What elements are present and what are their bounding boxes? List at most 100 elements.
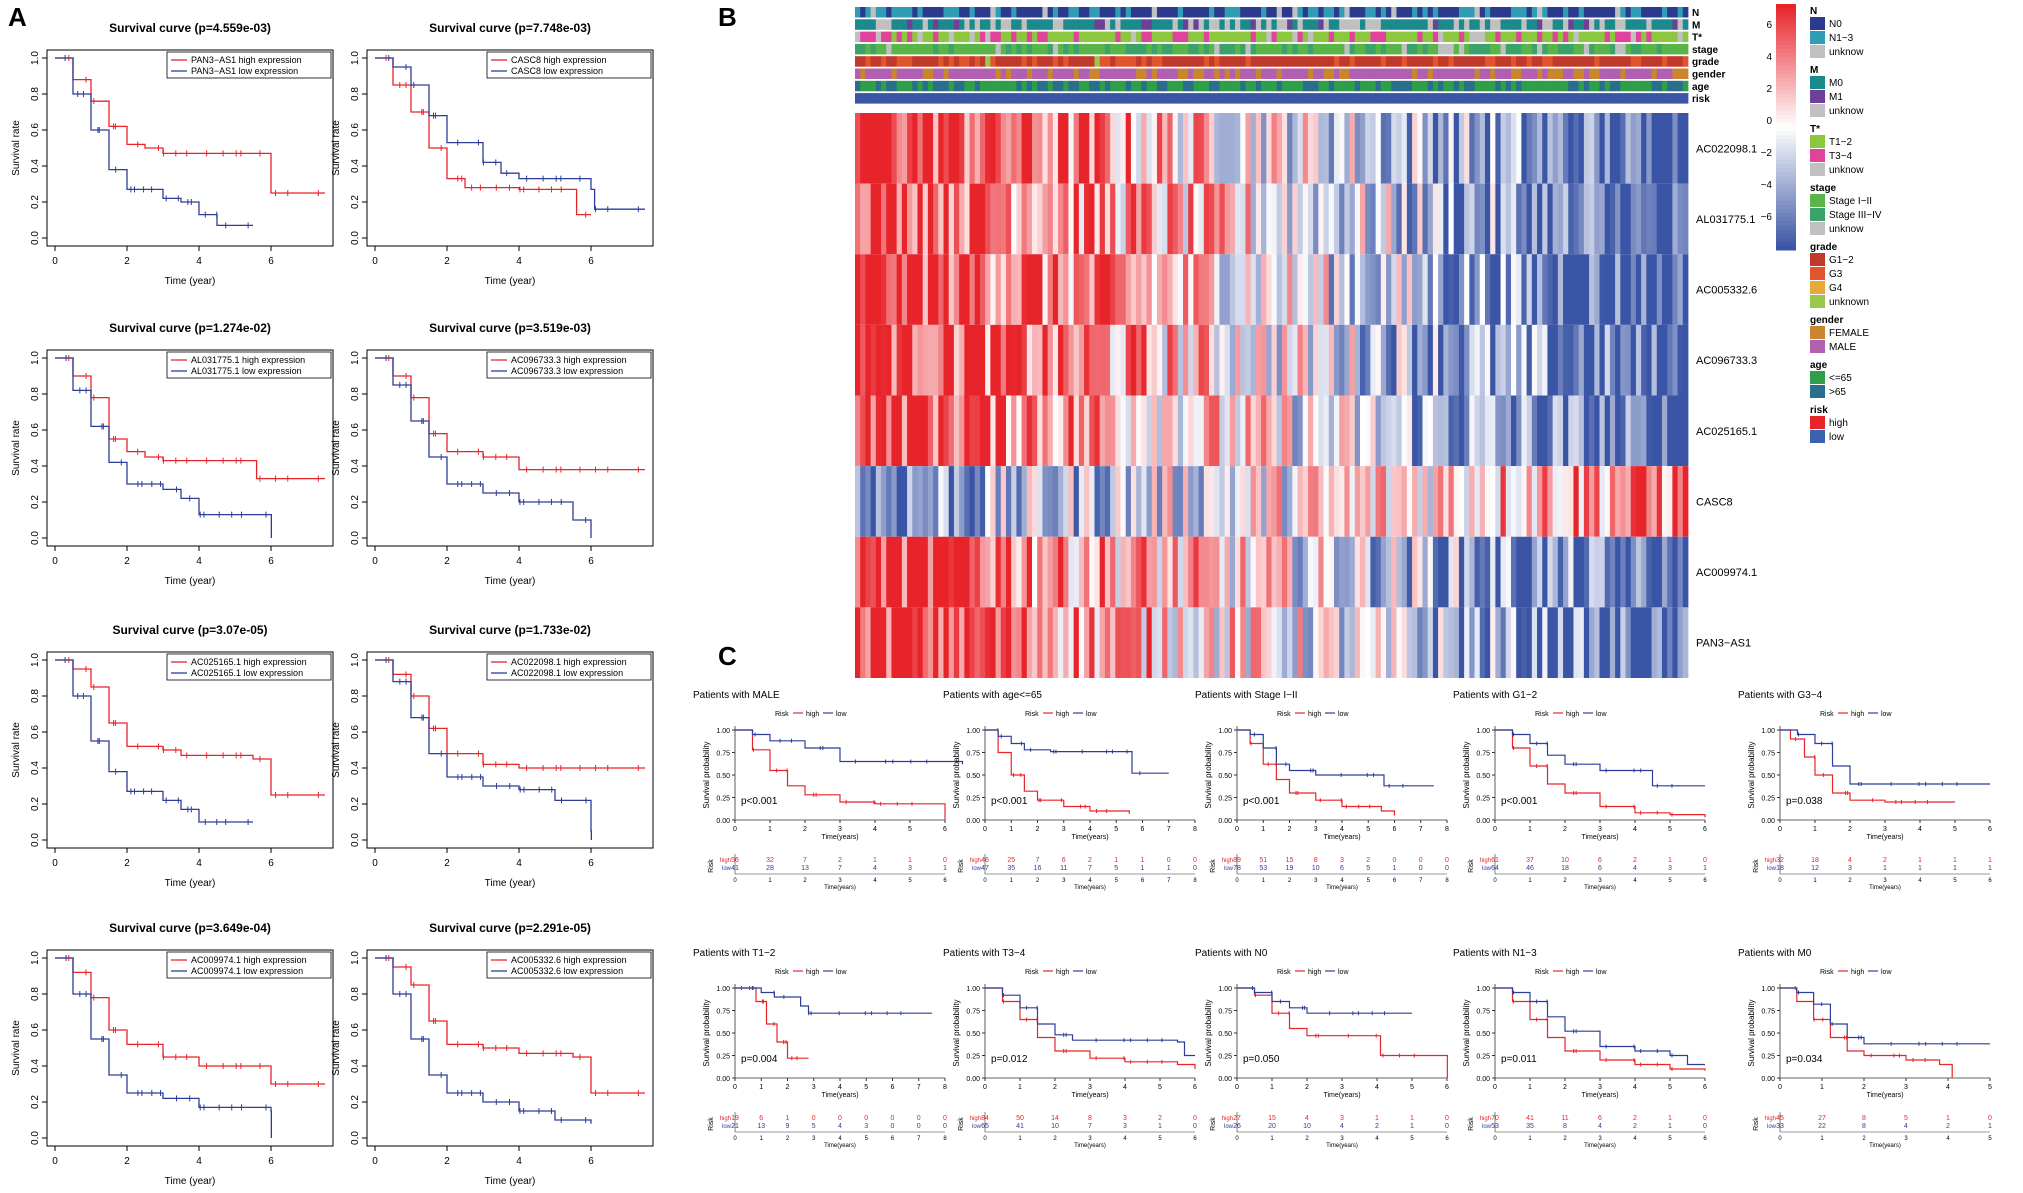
heatmap-cell xyxy=(1542,607,1548,678)
annotation-cell xyxy=(1646,80,1652,92)
heatmap-cell xyxy=(917,395,924,467)
legend-item-label: Stage III−IV xyxy=(1829,210,1882,221)
annotation-cell xyxy=(865,7,872,18)
y-tick-label: 1.0 xyxy=(350,351,361,365)
annotation-cell xyxy=(1495,19,1501,30)
annotation-cell xyxy=(891,93,898,104)
annotation-cell xyxy=(1094,93,1101,104)
annotation-label: M xyxy=(1692,20,1700,31)
annotation-cell xyxy=(917,56,924,67)
risk-table-x-label: Time(years) xyxy=(824,885,856,891)
gene-label: AC096733.3 xyxy=(1696,355,1757,367)
annotation-cell xyxy=(1146,68,1153,79)
annotation-cell xyxy=(1412,19,1418,30)
heatmap-cell xyxy=(1370,183,1377,255)
annotation-cell xyxy=(1484,19,1491,30)
heatmap-cell xyxy=(1266,324,1272,396)
heatmap-cell xyxy=(1188,254,1194,325)
annotation-cell xyxy=(1583,43,1590,55)
annotation-cell xyxy=(1073,19,1080,30)
heatmap-cell xyxy=(1401,536,1408,608)
heatmap-cell xyxy=(1313,113,1319,184)
heatmap-cell xyxy=(1380,395,1387,467)
annotation-cell xyxy=(875,7,882,18)
annotation-cell xyxy=(1146,7,1153,18)
annotation-cell xyxy=(1464,7,1470,18)
heatmap-cell xyxy=(1526,324,1533,396)
annotation-track-stage: stage xyxy=(855,43,1719,56)
annotation-cell xyxy=(1474,68,1481,79)
risk-count-low: 7 xyxy=(1088,1123,1092,1130)
x-tick-label: 2 xyxy=(786,1084,790,1091)
annotation-cell xyxy=(1130,43,1137,55)
annotation-cell xyxy=(943,43,950,55)
annotation-cell xyxy=(1297,93,1304,104)
heatmap-cell xyxy=(1167,536,1173,608)
legend-box xyxy=(166,351,332,379)
y-tick-label: 0.25 xyxy=(1218,1054,1232,1061)
y-axis-label: Survival probability xyxy=(702,999,711,1066)
annotation-cell xyxy=(1563,31,1569,43)
annotation-cell xyxy=(1281,43,1288,55)
heatmap-cell xyxy=(938,536,944,608)
annotation-cell xyxy=(1401,80,1408,92)
annotation-cell xyxy=(1151,7,1158,18)
heatmap-cell xyxy=(1063,466,1069,537)
annotation-cell xyxy=(875,19,882,30)
annotation-cell xyxy=(1625,43,1632,55)
heatmap-cell xyxy=(1453,466,1460,537)
heatmap-cell xyxy=(1438,395,1444,467)
annotation-cell xyxy=(1432,68,1439,79)
annotation-cell xyxy=(1547,31,1554,43)
annotation-cell xyxy=(1172,43,1179,55)
y-tick-label: 0.0 xyxy=(30,231,41,245)
risk-table-x-tick: 4 xyxy=(1123,1136,1127,1142)
annotation-cell xyxy=(1677,43,1684,55)
legend-high-label: high xyxy=(1056,969,1069,976)
risk-table-x-tick: 5 xyxy=(1367,878,1371,884)
annotation-cell xyxy=(1583,7,1590,18)
y-tick-label: 0.8 xyxy=(350,87,361,101)
color-scale-step xyxy=(1776,200,1796,206)
annotation-cell xyxy=(1339,43,1345,55)
annotation-cell xyxy=(1193,7,1200,18)
heatmap-cell xyxy=(1537,113,1543,184)
annotation-cell xyxy=(1198,93,1205,104)
legend-box xyxy=(486,351,652,379)
legend-high-label: high xyxy=(1566,969,1579,976)
annotation-cell xyxy=(1094,7,1101,18)
heatmap-cell xyxy=(1104,607,1111,678)
x-tick-label: 6 xyxy=(268,256,274,267)
annotation-cell xyxy=(907,19,913,30)
heatmap-cell xyxy=(1084,183,1090,255)
risk-table-x-tick: 3 xyxy=(838,878,842,884)
annotation-cell xyxy=(1672,68,1678,79)
heatmap-cell xyxy=(1068,536,1075,608)
heatmap-cell xyxy=(1656,113,1663,184)
annotation-cell xyxy=(1490,31,1496,43)
heatmap-cell xyxy=(1089,466,1095,537)
annotation-cell xyxy=(886,43,892,55)
heatmap-cell xyxy=(1198,466,1205,537)
heatmap-cell xyxy=(1172,183,1179,255)
annotation-cell xyxy=(1250,80,1257,92)
heatmap-cell xyxy=(1682,536,1689,608)
heatmap-cell xyxy=(1563,466,1569,537)
heatmap-cell xyxy=(1281,466,1288,537)
heatmap-cell xyxy=(1000,324,1007,396)
heatmap-cell xyxy=(943,536,950,608)
annotation-cell xyxy=(985,93,991,104)
annotation-cell xyxy=(1130,93,1137,104)
heatmap-cell xyxy=(1193,607,1200,678)
low-risk-curve xyxy=(1780,987,1990,1045)
x-tick-label: 2 xyxy=(124,256,130,267)
heatmap-cell xyxy=(1453,536,1460,608)
heatmap-cell xyxy=(1229,466,1236,537)
risk-table-low-label: low xyxy=(1224,1124,1234,1130)
heatmap-cell xyxy=(1635,395,1642,467)
annotation-cell xyxy=(1297,19,1304,30)
annotation-cell xyxy=(1344,7,1350,18)
heatmap-cell xyxy=(865,254,872,325)
y-tick-label: 1.0 xyxy=(30,351,41,365)
heatmap-cell xyxy=(1599,536,1606,608)
